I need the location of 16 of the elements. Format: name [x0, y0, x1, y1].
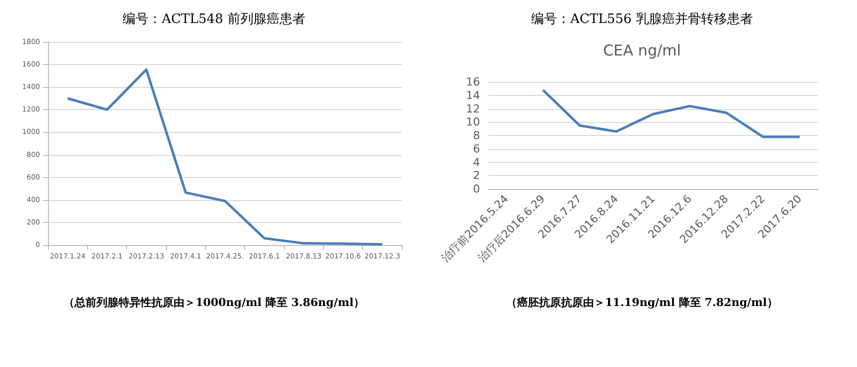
line-series — [66, 68, 384, 246]
y-tick-label: 6 — [473, 142, 480, 156]
text: （总前列腺特异性抗原由＞1000ng/ml 降至 3.86ng/ml） — [63, 296, 365, 309]
chart-subtitle: CEA ng/ml — [603, 42, 681, 60]
y-tick-label: 12 — [466, 102, 480, 116]
line-series — [542, 88, 801, 138]
y-tick-label: 8 — [473, 129, 480, 142]
chart-title: 编号：ACTL556 乳腺癌并骨转移患者 — [531, 12, 753, 27]
y-tick-label: 2 — [473, 169, 480, 182]
y-tick-label: 14 — [466, 88, 480, 102]
y-tick-label: 4 — [473, 156, 480, 169]
chart-title: 编号：ACTL548 前列腺癌患者 — [122, 12, 306, 27]
y-tick-label: 10 — [466, 116, 480, 129]
y-tick-label: 16 — [466, 76, 480, 88]
y-tick-label: 0 — [473, 182, 480, 196]
text: （癌胚抗原抗原由＞11.19ng/ml 降至 7.82ng/ml） — [506, 296, 778, 309]
